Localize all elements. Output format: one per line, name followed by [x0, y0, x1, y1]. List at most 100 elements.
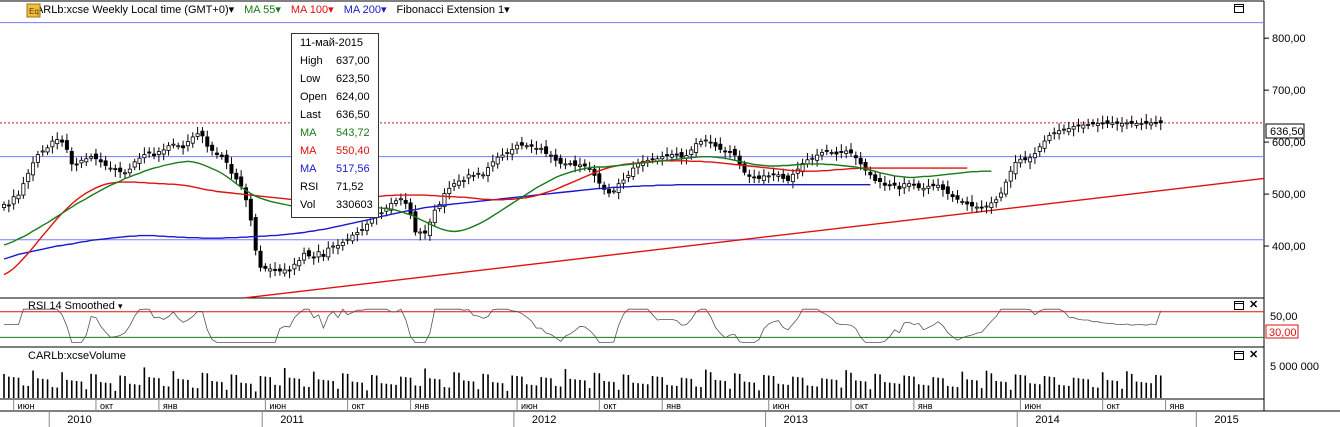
- month-label: окт: [603, 401, 616, 411]
- volume-panel-close-icon[interactable]: ✕: [1249, 349, 1259, 361]
- candle-body: [955, 195, 960, 200]
- fib-dropdown[interactable]: Fibonacci Extension 1▾: [396, 3, 510, 16]
- candle-body: [1144, 120, 1149, 124]
- candle-body: [989, 202, 994, 208]
- candle-body: [839, 151, 844, 153]
- candle-body: [331, 245, 336, 248]
- candle-body: [79, 159, 84, 164]
- candle-body: [1023, 157, 1028, 161]
- candle-body: [1110, 122, 1115, 125]
- ma200-label: MA 200: [343, 3, 382, 16]
- tooltip-value: 550,40: [336, 145, 370, 157]
- tooltip-key: MA: [300, 127, 317, 139]
- candle-body: [60, 139, 65, 143]
- ma200-dropdown[interactable]: MA 200▾: [343, 3, 387, 16]
- month-label: окт: [352, 401, 365, 411]
- month-label: янв: [918, 401, 933, 411]
- candle-body: [495, 156, 500, 165]
- year-label: 2012: [532, 414, 556, 426]
- app-logo-icon: [26, 3, 41, 18]
- candle-body: [389, 203, 394, 211]
- candle-body: [960, 200, 965, 203]
- candle-body: [360, 229, 365, 231]
- candle-body: [815, 154, 820, 161]
- candle-body: [1066, 128, 1071, 133]
- candle-body: [1018, 158, 1023, 164]
- candle-body: [427, 221, 432, 237]
- volume-panel-maximize-icon[interactable]: [1234, 351, 1244, 360]
- candle-body: [466, 174, 471, 179]
- rsi-panel-maximize-icon[interactable]: [1234, 301, 1244, 310]
- ma100-dropdown[interactable]: MA 100▾: [290, 3, 334, 16]
- candle-body: [1149, 122, 1154, 126]
- candle-body: [573, 160, 578, 166]
- candle-body: [89, 156, 94, 159]
- candle-body: [364, 223, 369, 231]
- candle-body: [718, 143, 723, 150]
- candle-body: [200, 130, 205, 137]
- candle-body: [74, 163, 79, 166]
- candle-body: [582, 163, 587, 167]
- month-label: июн: [1024, 401, 1041, 411]
- candle-body: [452, 183, 457, 187]
- candle-body: [945, 186, 950, 194]
- candle-body: [98, 159, 103, 163]
- symbol-dropdown[interactable]: CARLb:xcse Weekly Local time (GMT+0)▾: [28, 3, 235, 16]
- candle-body: [897, 185, 902, 190]
- candle-body: [311, 256, 316, 259]
- ma55-dropdown[interactable]: MA 55▾: [244, 3, 281, 16]
- candle-body: [940, 184, 945, 190]
- tooltip-value: 624,00: [336, 91, 370, 103]
- candle-body: [398, 198, 403, 201]
- tooltip-row: High 637,00: [300, 52, 376, 70]
- candle-body: [210, 144, 215, 151]
- candle-body: [911, 183, 916, 186]
- candle-body: [224, 154, 229, 163]
- candle-body: [703, 139, 708, 142]
- price-panel-maximize-icon[interactable]: [1234, 4, 1244, 13]
- candle-body: [679, 152, 684, 158]
- candle-body: [118, 167, 123, 173]
- candle-body: [1153, 121, 1158, 124]
- candle-body: [461, 180, 466, 182]
- candle-body: [548, 154, 553, 157]
- candle-body: [931, 183, 936, 187]
- candle-body: [553, 154, 558, 161]
- rsi-panel-close-icon[interactable]: ✕: [1249, 299, 1259, 311]
- candle-body: [1047, 134, 1052, 141]
- candle-body: [950, 194, 955, 198]
- price-tick-label: 800,00: [1272, 33, 1306, 45]
- candle-body: [689, 149, 694, 155]
- candle-body: [432, 209, 437, 224]
- candle-body: [84, 158, 89, 163]
- candle-body: [713, 142, 718, 147]
- tooltip-key: Open: [300, 91, 327, 103]
- candle-body: [519, 142, 524, 146]
- candle-body: [234, 172, 239, 180]
- candle-body: [11, 196, 16, 205]
- candle-body: [698, 141, 703, 145]
- candle-body: [1139, 123, 1144, 125]
- candle-body: [732, 148, 737, 156]
- candle-body: [26, 172, 31, 183]
- candle-body: [510, 148, 515, 155]
- ma55-line: [3, 155, 992, 246]
- candle-body: [490, 161, 495, 167]
- candle-body: [984, 205, 989, 208]
- candle-body: [258, 250, 263, 268]
- candle-body: [418, 231, 423, 234]
- rsi-dropdown-icon[interactable]: ▾: [118, 301, 123, 311]
- tooltip-row: MA 517,56: [300, 160, 376, 178]
- candle-body: [64, 140, 69, 150]
- candle-body: [907, 183, 912, 187]
- candle-body: [481, 174, 486, 177]
- candle-body: [858, 157, 863, 165]
- candle-body: [45, 147, 50, 153]
- candle-body: [761, 175, 766, 181]
- candle-body: [965, 201, 970, 205]
- candle-body: [849, 149, 854, 154]
- ma200-line: [3, 183, 871, 260]
- candle-body: [456, 180, 461, 186]
- candle-body: [1129, 120, 1134, 124]
